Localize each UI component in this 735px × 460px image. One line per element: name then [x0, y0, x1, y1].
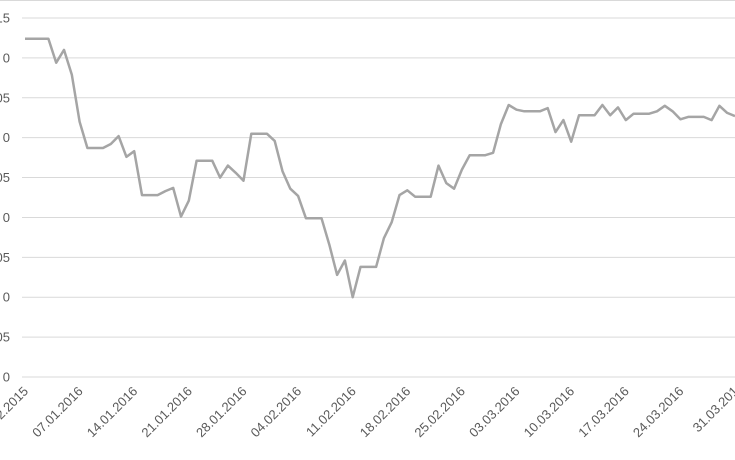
x-tick-label: 28.01.2016 [193, 384, 250, 441]
y-tick-label: 05 [0, 250, 10, 265]
x-tick-label: 24.03.2016 [630, 384, 687, 441]
y-tick-label: 05 [0, 90, 10, 105]
y-tick-label: 0 [3, 290, 10, 305]
y-tick-label: 05 [0, 330, 10, 345]
x-tick-label: 31.03.201 [690, 384, 735, 436]
y-tick-label: 15 [0, 11, 10, 26]
y-tick-label: 0 [3, 50, 10, 65]
x-tick-label: 14.01.2016 [84, 384, 141, 441]
y-tick-label: 0 [3, 130, 10, 145]
x-tick-label: 11.02.2016 [303, 384, 359, 440]
y-tick-label: 0 [3, 210, 10, 225]
x-tick-label: 04.02.2016 [248, 384, 305, 441]
x-tick-label: 17.03.2016 [575, 384, 632, 441]
x-tick-label: 18.02.2016 [357, 384, 414, 441]
x-tick-label: 2.2015 [0, 384, 31, 423]
y-tick-label: 05 [0, 170, 10, 185]
x-tick-label: 21.01.2016 [138, 384, 195, 441]
x-tick-label: 07.01.2016 [29, 384, 86, 441]
x-tick-label: 25.02.2016 [411, 384, 468, 441]
x-tick-label: 10.03.2016 [521, 384, 578, 441]
line [25, 37, 735, 299]
x-tick-label: 03.03.2016 [466, 384, 523, 441]
y-tick-label: 0 [3, 370, 10, 385]
